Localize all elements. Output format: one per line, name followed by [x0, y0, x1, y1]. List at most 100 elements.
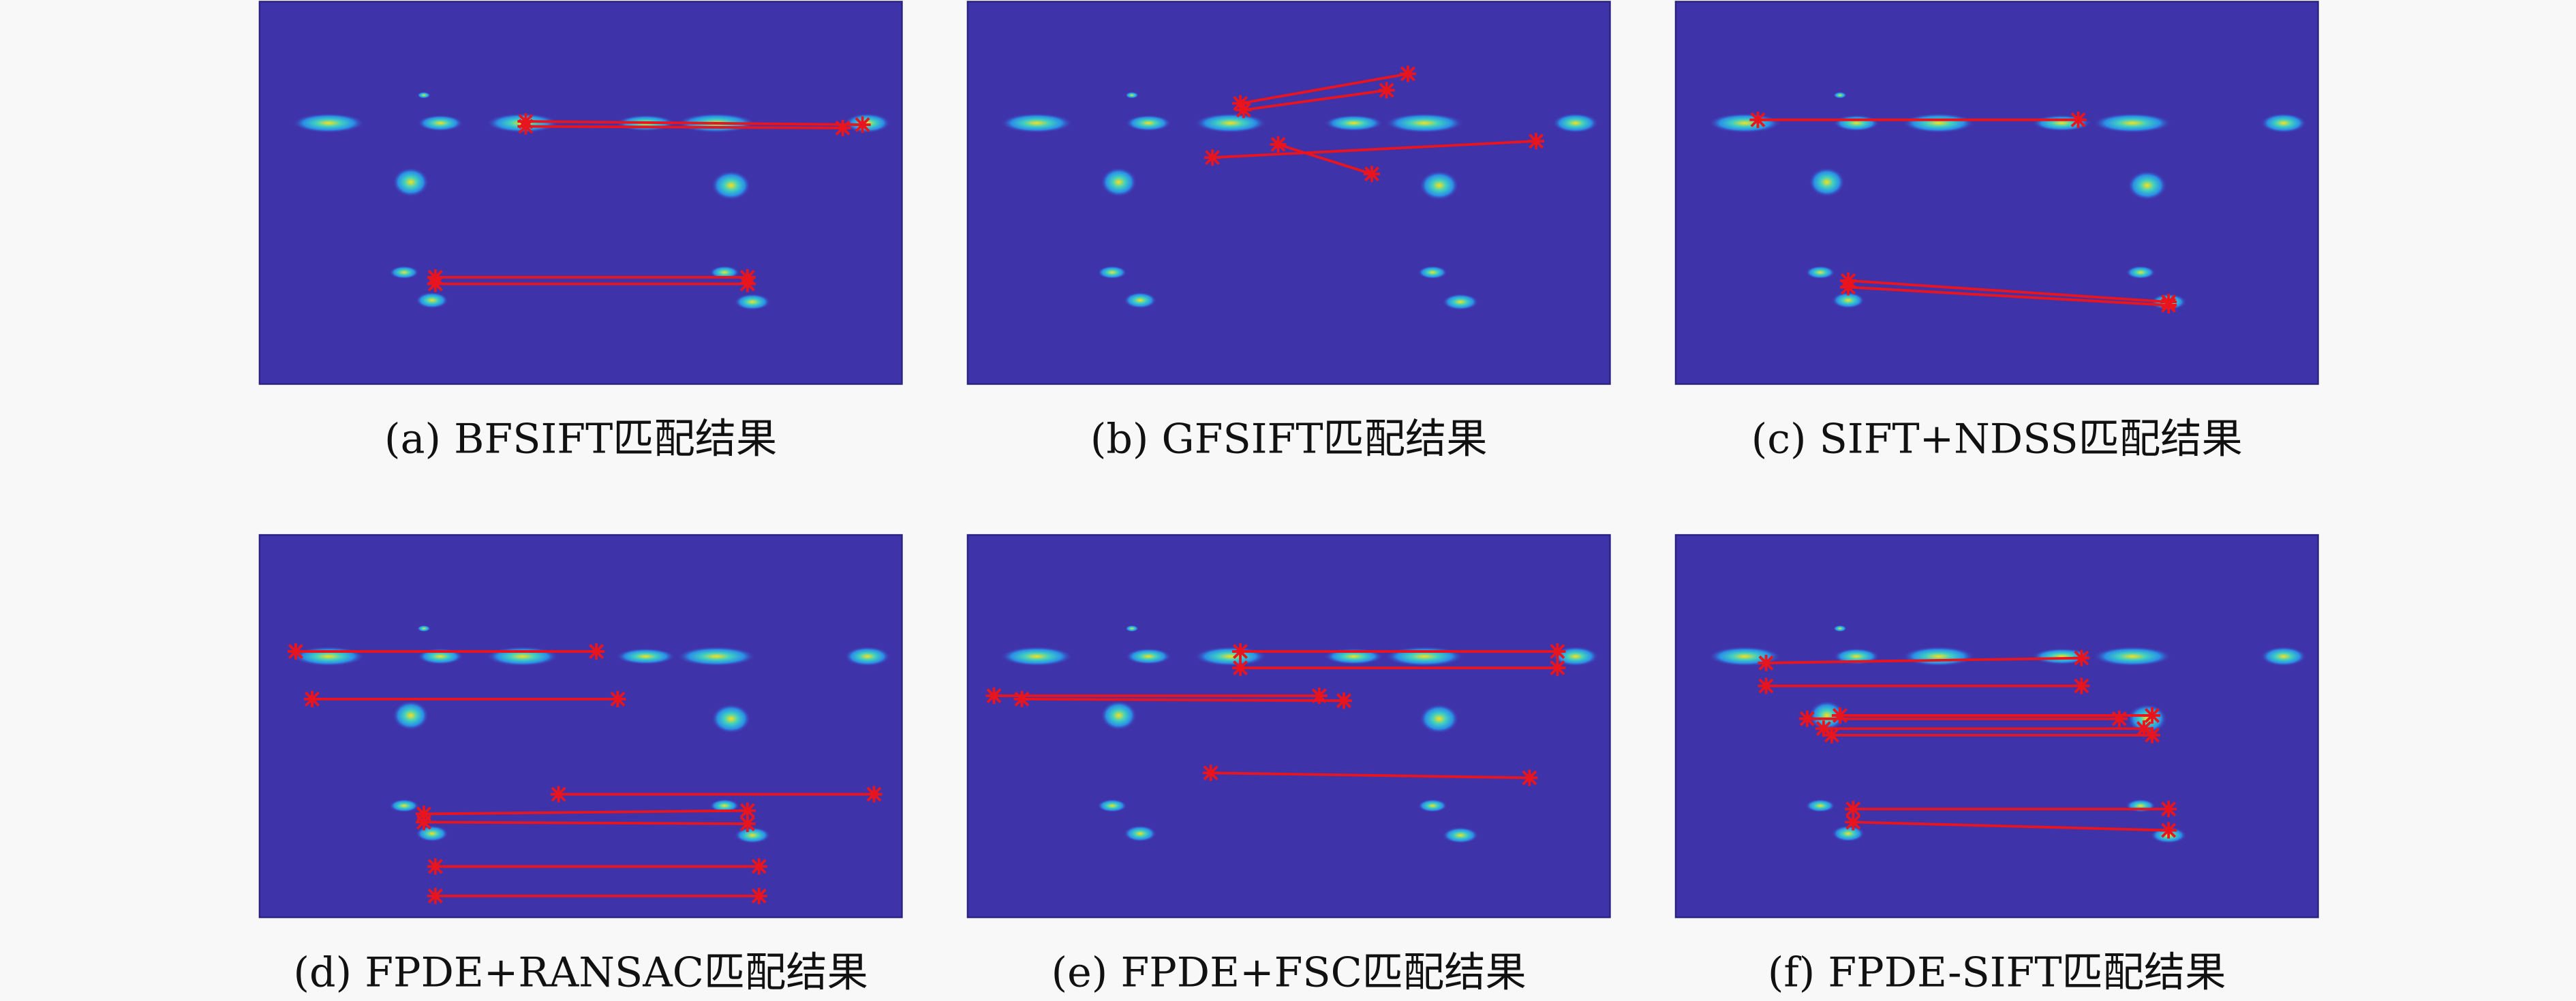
- match-point: [1758, 654, 1775, 671]
- match-point: [2073, 649, 2090, 666]
- feature-blob: [2260, 113, 2307, 134]
- feature-blob: [2127, 170, 2167, 200]
- feature-blob: [2260, 646, 2307, 666]
- match-point: [1845, 814, 1862, 831]
- match-point: [1749, 111, 1766, 128]
- feature-blob: [1417, 266, 1447, 279]
- feature-blob: [1385, 113, 1464, 134]
- match-line: [1240, 72, 1409, 105]
- match-point: [2160, 296, 2177, 313]
- feature-blob: [415, 292, 449, 309]
- feature-blob: [1442, 827, 1479, 844]
- panel-image: [258, 1, 903, 385]
- match-point: [1232, 660, 1249, 677]
- feature-blob: [415, 825, 449, 842]
- feature-blob: [711, 170, 751, 200]
- match-point: [427, 887, 444, 904]
- match-point: [287, 643, 304, 660]
- feature-blob: [734, 294, 771, 311]
- match-line: [1212, 140, 1537, 159]
- feature-blob: [1385, 646, 1464, 666]
- match-point: [1232, 95, 1249, 112]
- feature-blob: [1123, 825, 1157, 842]
- match-point: [1235, 102, 1252, 119]
- match-point: [1831, 707, 1849, 724]
- feature-blob: [709, 799, 739, 813]
- feature-blob: [1833, 114, 1880, 132]
- feature-blob: [292, 113, 365, 134]
- match-point: [865, 786, 883, 803]
- feature-blob: [1805, 799, 1835, 813]
- feature-blob: [1125, 114, 1171, 132]
- match-point: [985, 688, 1002, 705]
- feature-blob: [616, 648, 675, 665]
- match-point: [1399, 65, 1417, 82]
- match-point: [1549, 660, 1566, 677]
- feature-blob: [1552, 113, 1599, 134]
- match-point: [1232, 643, 1249, 660]
- match-point: [750, 887, 767, 904]
- feature-blob: [486, 646, 559, 666]
- match-point: [1335, 692, 1353, 709]
- match-point: [2111, 710, 2128, 727]
- feature-blob: [709, 266, 739, 279]
- feature-blob: [1000, 646, 1073, 666]
- match-point: [550, 786, 567, 803]
- match-point: [1270, 136, 1287, 153]
- panel-caption: (f) FPDE-SIFT匹配结果: [1768, 949, 2226, 996]
- match-point: [2160, 822, 2177, 839]
- feature-blob: [1125, 648, 1171, 665]
- match-line: [1847, 286, 2169, 307]
- feature-blob: [1417, 799, 1447, 813]
- match-point: [1202, 765, 1219, 782]
- feature-blob: [1324, 114, 1383, 132]
- match-point: [739, 815, 756, 832]
- match-point: [2143, 707, 2161, 724]
- feature-blob: [1902, 646, 1975, 666]
- feature-blob: [1805, 266, 1835, 279]
- match-point: [1527, 133, 1545, 150]
- match-line: [1853, 820, 2169, 832]
- match-point: [1521, 769, 1538, 786]
- match-point: [1845, 801, 1862, 818]
- feature-blob: [1833, 91, 1847, 99]
- match-line: [1277, 143, 1373, 176]
- match-point: [415, 814, 433, 831]
- feature-blob: [417, 114, 463, 132]
- match-point: [1839, 279, 1857, 296]
- feature-blob: [2093, 113, 2172, 134]
- feature-blob: [292, 646, 365, 666]
- feature-blob: [677, 646, 756, 666]
- feature-blob: [1902, 113, 1975, 134]
- match-line: [423, 809, 748, 816]
- match-point: [609, 690, 626, 707]
- match-line: [1022, 697, 1344, 703]
- feature-blob: [1833, 625, 1847, 632]
- match-point: [2070, 111, 2087, 128]
- feature-blob: [1125, 625, 1139, 632]
- match-point: [1798, 710, 1815, 727]
- feature-blob: [1000, 113, 1073, 134]
- panel-caption: (a) BFSIFT匹配结果: [384, 416, 777, 463]
- match-point: [2073, 677, 2090, 694]
- feature-blob: [389, 266, 419, 279]
- feature-blob: [1194, 113, 1267, 134]
- panel: [966, 534, 1611, 919]
- feature-blob: [1123, 292, 1157, 309]
- feature-blob: [711, 704, 751, 734]
- match-point: [834, 119, 851, 136]
- match-point: [427, 275, 444, 292]
- match-line: [525, 120, 863, 126]
- match-line: [423, 820, 748, 825]
- feature-blob: [844, 646, 891, 666]
- match-point: [2143, 726, 2161, 743]
- feature-blob: [1097, 266, 1127, 279]
- feature-blob: [1831, 292, 1865, 309]
- match-point: [1823, 726, 1840, 743]
- match-point: [750, 858, 767, 875]
- panel-caption: (b) GFSIFT匹配结果: [1090, 416, 1488, 463]
- feature-blob: [2126, 266, 2156, 279]
- feature-blob: [417, 625, 431, 632]
- match-line: [1210, 771, 1530, 780]
